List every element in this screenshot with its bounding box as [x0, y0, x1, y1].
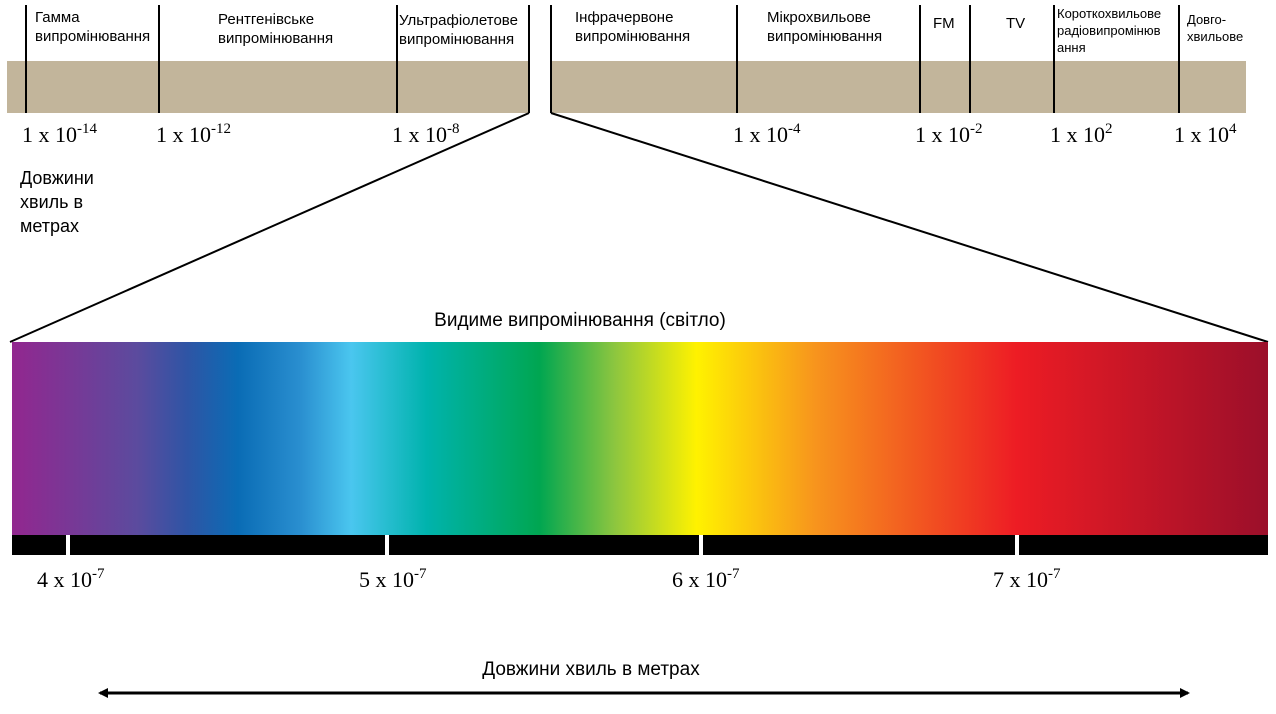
band-dividers [25, 5, 1180, 113]
band-label: хвильове [1187, 29, 1243, 44]
scale-caption: хвиль в [20, 192, 83, 212]
band-label: Довго- [1187, 12, 1226, 27]
axis-caption: Довжини хвиль в метрах [482, 659, 700, 680]
band-label: радіовипромінюв [1057, 23, 1161, 38]
visible-label: 5 x 10-7 [359, 566, 427, 592]
scale-label-base: 1 x 10 [392, 122, 447, 147]
band-label: Ультрафіолетове [399, 12, 518, 29]
band-label: ання [1057, 40, 1086, 55]
scale-label-base: 1 x 10 [1174, 122, 1229, 147]
visible-spectrum [12, 342, 1268, 535]
scale-label-exponent: -12 [211, 121, 231, 137]
scale-label-exponent: -8 [447, 121, 460, 137]
visible-label: 7 x 10-7 [993, 566, 1061, 592]
band-label: випромінювання [399, 31, 514, 48]
band-label: Рентгенівське [218, 11, 314, 28]
visible-label: 6 x 10-7 [672, 566, 740, 592]
scale-label-exponent: -2 [970, 121, 983, 137]
scale-label-base: 1 x 10 [22, 122, 77, 147]
visible-label-base: 6 x 10 [672, 567, 727, 592]
visible-label-base: 4 x 10 [37, 567, 92, 592]
scale-label-base: 1 x 10 [156, 122, 211, 147]
scale-label-exponent: -4 [788, 121, 801, 137]
band-label: Гамма [35, 9, 80, 26]
scale-label-base: 1 x 10 [915, 122, 970, 147]
band-label: Короткохвильове [1057, 6, 1161, 21]
zoom-lines [9, 112, 1269, 343]
scale-gaps [66, 535, 1019, 555]
scale-label: 1 x 10-2 [915, 121, 983, 147]
spectrum-bar [7, 61, 1246, 113]
scale-caption: Довжини [20, 168, 94, 188]
visible-label-exponent: -7 [92, 566, 105, 582]
bar-gap [530, 61, 551, 113]
band-label: випромінювання [767, 28, 882, 45]
visible-label-exponent: -7 [727, 566, 740, 582]
scale-label-exponent: 4 [1229, 121, 1237, 137]
band-label: випромінювання [218, 30, 333, 47]
scale-label-base: 1 x 10 [733, 122, 788, 147]
visible-label: 4 x 10-7 [37, 566, 105, 592]
band-label: випромінювання [575, 28, 690, 45]
scale-label: 1 x 104 [1174, 121, 1237, 147]
scale-label-exponent: 2 [1105, 121, 1113, 137]
visible-label-exponent: -7 [1048, 566, 1061, 582]
visible-label-exponent: -7 [414, 566, 427, 582]
band-label: випромінювання [35, 28, 150, 45]
band-label: Інфрачервоне [575, 9, 673, 26]
scale-label-base: 1 x 10 [1050, 122, 1105, 147]
scale-label: 1 x 10-14 [22, 121, 97, 147]
visible-label-base: 5 x 10 [359, 567, 414, 592]
scale-caption: метрах [20, 216, 79, 236]
scale-label: 1 x 10-8 [392, 121, 460, 147]
scale-label: 1 x 102 [1050, 121, 1113, 147]
scale-label: 1 x 10-12 [156, 121, 231, 147]
visible-title: Видиме випромінювання (світло) [434, 310, 726, 331]
scale-label: 1 x 10-4 [733, 121, 801, 147]
band-label: Мікрохвильове [767, 9, 871, 26]
band-label: FM [933, 15, 955, 32]
visible-label-base: 7 x 10 [993, 567, 1048, 592]
band-label: TV [1006, 15, 1025, 32]
visible-scale-bar [12, 535, 1268, 555]
scale-label-exponent: -14 [77, 121, 97, 137]
